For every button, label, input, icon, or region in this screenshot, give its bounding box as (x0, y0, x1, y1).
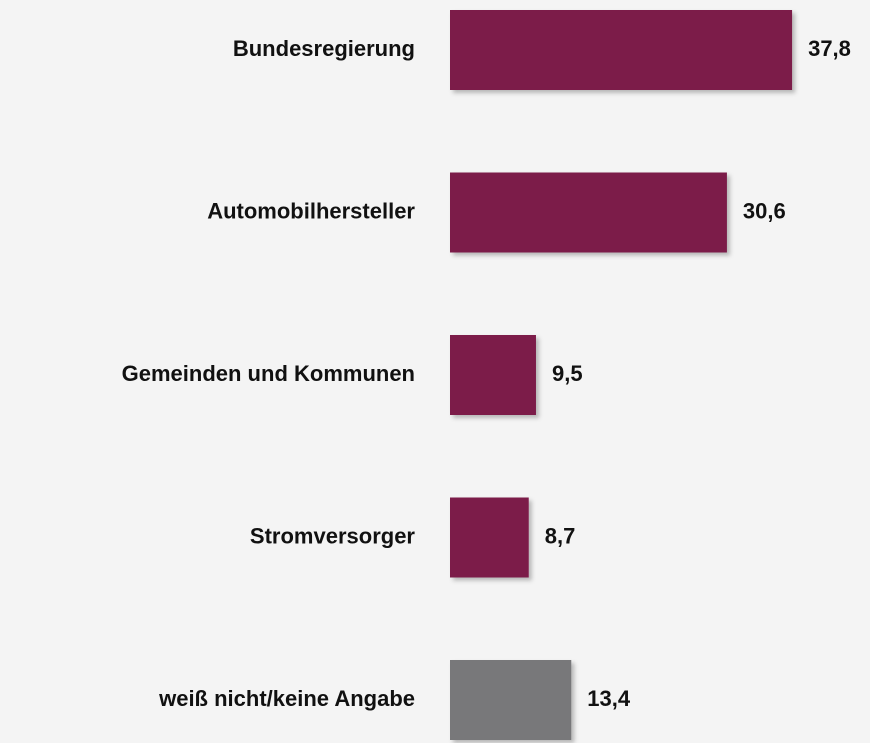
value-label: 13,4 (587, 686, 631, 711)
bar (450, 10, 793, 90)
category-label: Stromversorger (250, 523, 416, 548)
value-label: 9,5 (552, 361, 583, 386)
category-label: Bundesregierung (233, 36, 415, 61)
category-label: weiß nicht/keine Angabe (158, 686, 415, 711)
category-label: Gemeinden und Kommunen (122, 361, 415, 386)
bar (450, 172, 727, 253)
bar (450, 497, 529, 578)
value-label: 30,6 (743, 198, 786, 223)
value-label: 37,8 (808, 36, 851, 61)
category-label: Automobilhersteller (207, 198, 415, 223)
bar (450, 335, 536, 415)
bar (450, 660, 572, 740)
value-label: 8,7 (545, 523, 576, 548)
